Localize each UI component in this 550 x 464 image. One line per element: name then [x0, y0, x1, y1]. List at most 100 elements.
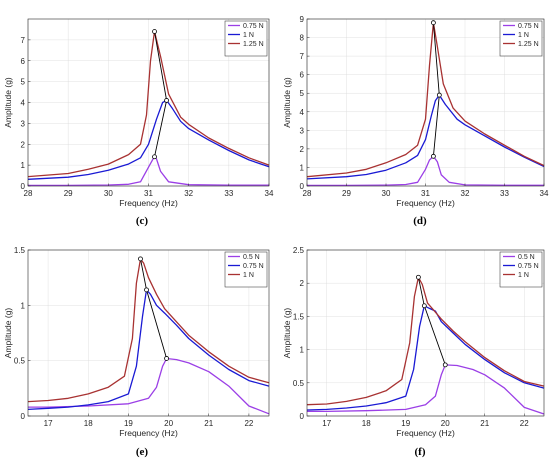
legend: 0.75 N 1 N 1.25 N — [224, 20, 268, 57]
panel-label: (e) — [136, 446, 149, 458]
x-axis-title: Frequency (Hz) — [119, 428, 178, 438]
y-tick-label: 0 — [21, 182, 26, 191]
y-tick-label: 2.5 — [293, 246, 305, 255]
y-tick-label: 1 — [300, 346, 305, 355]
x-tick-label: 18 — [362, 419, 371, 428]
y-tick-label: 8 — [300, 34, 305, 43]
x-tick-label: 22 — [244, 419, 253, 428]
y-tick-label: 7 — [21, 36, 26, 45]
series-line-1-N — [27, 258, 270, 403]
x-tick-label: 21 — [204, 419, 213, 428]
y-tick-label: 3 — [21, 119, 26, 128]
panel-label: (d) — [413, 215, 427, 227]
peak-marker — [415, 274, 421, 280]
series-line-0-5-N — [28, 357, 270, 415]
legend-label: 1.25 N — [518, 41, 539, 48]
legend: 0.75 N 1 N 1.25 N — [499, 20, 543, 57]
panel-label: (f) — [415, 446, 426, 458]
x-tick-label: 29 — [64, 189, 73, 198]
legend-label: 0.5 N — [243, 254, 260, 261]
peak-marker — [164, 356, 169, 361]
legend-label: 0.75 N — [243, 263, 264, 270]
x-tick-label: 22 — [520, 419, 529, 428]
y-tick-label: 3 — [300, 126, 305, 135]
series-line-0-75-N — [27, 289, 270, 411]
y-axis-title: Amplitude (g) — [3, 77, 13, 128]
peak-marker — [430, 153, 436, 159]
y-tick-label: 2 — [300, 145, 305, 154]
series-line-0-75-N — [306, 305, 545, 411]
y-tick-label: 4 — [21, 99, 26, 108]
y-tick-label: 1.5 — [293, 312, 305, 321]
y-tick-label: 5 — [21, 78, 26, 87]
legend-label: 0.5 N — [518, 254, 535, 261]
y-tick-label: 7 — [300, 52, 305, 61]
y-tick-label: 0.5 — [14, 357, 26, 366]
x-tick-label: 30 — [382, 189, 391, 198]
legend: 0.5 N 0.75 N 1 N — [224, 251, 268, 288]
x-tick-label: 29 — [342, 189, 351, 198]
peak-marker — [138, 256, 143, 262]
x-tick-label: 31 — [421, 189, 430, 198]
legend-label: 1.25 N — [243, 41, 264, 48]
x-tick-label: 31 — [144, 189, 153, 198]
legend-label: 1 N — [518, 32, 529, 39]
legend-box — [224, 20, 268, 57]
y-tick-label: 6 — [21, 57, 26, 66]
x-tick-label: 33 — [500, 189, 509, 198]
x-tick-label: 21 — [480, 419, 489, 428]
x-tick-label: 32 — [461, 189, 470, 198]
x-tick-label: 17 — [44, 419, 53, 428]
legend-label: 1 N — [518, 272, 529, 279]
legend-label: 0.75 N — [518, 263, 539, 270]
legend-label: 1 N — [243, 32, 254, 39]
peak-marker — [164, 98, 169, 103]
x-tick-label: 34 — [265, 189, 274, 198]
y-tick-label: 1.5 — [14, 246, 26, 255]
y-tick-label: 0 — [300, 412, 305, 421]
x-tick-label: 19 — [124, 419, 133, 428]
series-line-1-N — [306, 94, 545, 180]
x-axis-title: Frequency (Hz) — [396, 198, 455, 208]
y-tick-label: 2 — [300, 279, 305, 288]
y-tick-label: 1 — [21, 161, 26, 170]
y-tick-label: 1 — [21, 301, 26, 310]
y-tick-label: 5 — [300, 89, 305, 98]
y-tick-label: 0.5 — [293, 379, 305, 388]
x-tick-label: 19 — [401, 419, 410, 428]
peak-marker — [430, 20, 436, 26]
y-tick-label: 2 — [21, 140, 26, 149]
x-tick-label: 34 — [540, 189, 549, 198]
peak-marker — [442, 362, 448, 368]
y-tick-label: 0 — [300, 182, 305, 191]
y-tick-label: 6 — [300, 71, 305, 80]
x-axis-title: Frequency (Hz) — [119, 198, 178, 208]
series-line-0-75-N — [307, 155, 544, 187]
series-line-1-N — [306, 276, 545, 406]
panel-label: (c) — [136, 215, 149, 227]
peak-marker — [152, 154, 157, 160]
x-tick-label: 32 — [184, 189, 193, 198]
x-tick-label: 28 — [303, 189, 312, 198]
x-tick-label: 20 — [441, 419, 450, 428]
chart-panel-f: (f) 17 18 19 20 21 22 0 0.5 1 1.5 2 2.5 Frequency (H… — [282, 246, 545, 458]
y-axis-title: Amplitude (g) — [3, 308, 13, 359]
legend-label: 1 N — [243, 272, 254, 279]
y-tick-label: 4 — [300, 108, 305, 117]
legend-label: 0.75 N — [243, 23, 264, 30]
peak-marker — [152, 29, 157, 34]
axis-frame — [27, 249, 270, 417]
y-axis-title: Amplitude (g) — [282, 308, 292, 359]
x-tick-label: 33 — [224, 189, 233, 198]
x-tick-label: 30 — [104, 189, 113, 198]
chart-panel-e: (e) 17 18 19 20 21 22 0 0.5 1 1.5 Frequency (Hz) Am… — [3, 246, 270, 458]
y-tick-label: 0 — [21, 412, 26, 421]
x-tick-label: 20 — [164, 419, 173, 428]
legend-box — [224, 251, 268, 288]
peak-marker — [421, 303, 427, 309]
series-line-0-5-N — [307, 364, 545, 415]
x-tick-label: 17 — [322, 419, 331, 428]
